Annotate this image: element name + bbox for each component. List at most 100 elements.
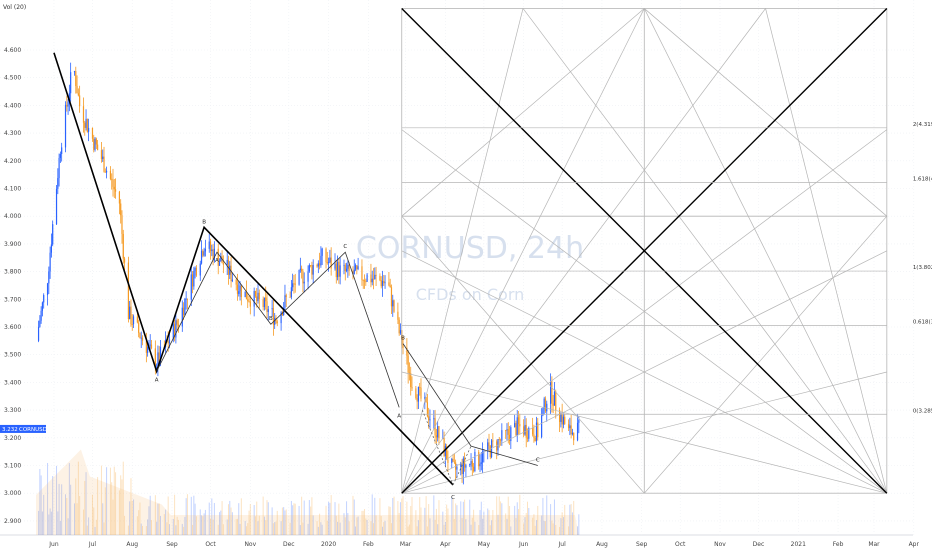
volume-bar xyxy=(75,478,77,535)
volume-bar xyxy=(168,524,170,535)
volume-bar xyxy=(154,495,156,535)
y-tick-label: 3.700 xyxy=(4,296,21,303)
candle-body xyxy=(68,93,70,102)
volume-bar xyxy=(578,514,580,535)
volume-bar xyxy=(127,525,129,535)
volume-bar xyxy=(122,461,124,535)
volume-bar xyxy=(334,502,336,535)
volume-bar xyxy=(77,461,79,535)
volume-bar xyxy=(290,500,292,535)
candle-body xyxy=(325,248,327,263)
x-tick-label: Jul xyxy=(88,541,97,548)
candle-body xyxy=(429,419,431,421)
candle-body xyxy=(571,432,574,435)
volume-bar xyxy=(516,502,518,535)
volume-bar xyxy=(158,503,160,535)
x-tick-label: Aug xyxy=(126,541,138,548)
volume-bar xyxy=(163,514,165,535)
volume-bar xyxy=(392,497,394,535)
candle-body xyxy=(465,465,467,468)
candle-body xyxy=(329,257,331,263)
candle-body xyxy=(109,170,112,179)
candle-body xyxy=(43,295,45,303)
candle-body xyxy=(345,268,348,272)
volume-bar xyxy=(88,517,90,535)
candle-body xyxy=(280,312,282,324)
volume-bar xyxy=(293,503,295,535)
candle-body xyxy=(299,268,301,270)
x-tick-label: Feb xyxy=(833,541,844,548)
volume-bar xyxy=(509,505,511,535)
candle-body xyxy=(61,147,63,155)
x-tick-label: Sep xyxy=(636,541,648,548)
candle-body xyxy=(235,279,237,285)
candle-body xyxy=(380,280,382,287)
pattern-drawings[interactable]: A B A B C A B C C xyxy=(53,52,540,501)
candle-body xyxy=(390,287,393,307)
y-tick-label: 3.000 xyxy=(4,490,21,497)
volume-bar xyxy=(533,514,535,535)
volume-bar xyxy=(480,501,482,535)
volume-bar xyxy=(487,508,489,535)
candle-body xyxy=(123,258,126,263)
volume-bar xyxy=(438,500,440,535)
candle-body xyxy=(338,261,340,277)
candle-body xyxy=(321,248,323,256)
candle-body xyxy=(96,144,99,151)
x-tick-label: Apr xyxy=(909,541,920,548)
candle-body xyxy=(528,428,530,439)
candle-body xyxy=(276,321,278,324)
volume-bar xyxy=(172,518,174,535)
volume-bar xyxy=(112,499,114,535)
candle-body xyxy=(383,280,385,284)
price-axis[interactable]: 4.600 4.500 4.400 4.300 4.200 4.100 4.000 3.900… xyxy=(4,47,21,525)
time-axis[interactable]: Jun Jul Aug Sep Oct Nov Dec 2020 Feb Mar Apr May Jun… xyxy=(48,541,919,548)
volume-bar xyxy=(498,496,500,535)
volume-bar xyxy=(210,518,212,535)
candle-body xyxy=(122,233,124,259)
candle-body xyxy=(103,156,105,172)
candle-body xyxy=(362,279,364,281)
volume-bar xyxy=(240,498,242,535)
volume-bar xyxy=(419,497,421,535)
volume-bar xyxy=(326,520,328,535)
volume-bar xyxy=(519,494,521,535)
candle-body xyxy=(478,451,480,467)
volume-bar xyxy=(479,510,481,535)
candle-body xyxy=(543,398,545,409)
candle-body xyxy=(39,320,41,327)
candle-body xyxy=(86,118,88,132)
volume-bar xyxy=(211,498,213,535)
volume-bar xyxy=(356,517,358,535)
candle-body xyxy=(352,270,354,275)
volume-bar xyxy=(338,503,340,535)
candle-body xyxy=(298,269,300,285)
candle-body xyxy=(181,307,183,327)
candle-body xyxy=(302,271,304,284)
candle-body xyxy=(40,310,42,321)
candle-body xyxy=(66,104,68,107)
volume-bar xyxy=(307,523,309,535)
candle-body xyxy=(460,463,462,467)
candle-body xyxy=(334,263,336,269)
candle-body xyxy=(236,284,239,294)
candle-body xyxy=(85,118,87,128)
candle-body xyxy=(127,262,129,319)
volume-bar xyxy=(525,512,527,535)
x-tick-label: Jun xyxy=(518,541,529,548)
volume-bar xyxy=(220,510,222,535)
candle-body xyxy=(553,391,556,406)
volume-bar xyxy=(527,501,529,535)
volume-bar xyxy=(175,525,177,535)
volume-bar xyxy=(410,506,412,535)
candle-body xyxy=(200,250,203,264)
volume-bar xyxy=(49,508,51,535)
gann-box[interactable] xyxy=(401,7,888,494)
x-tick-label: Aug xyxy=(596,541,608,548)
candle-body xyxy=(73,71,76,73)
volume-bar xyxy=(201,515,203,535)
volume-bar xyxy=(102,503,104,535)
pattern-point-label: C xyxy=(343,244,347,250)
candle-body xyxy=(111,178,113,180)
